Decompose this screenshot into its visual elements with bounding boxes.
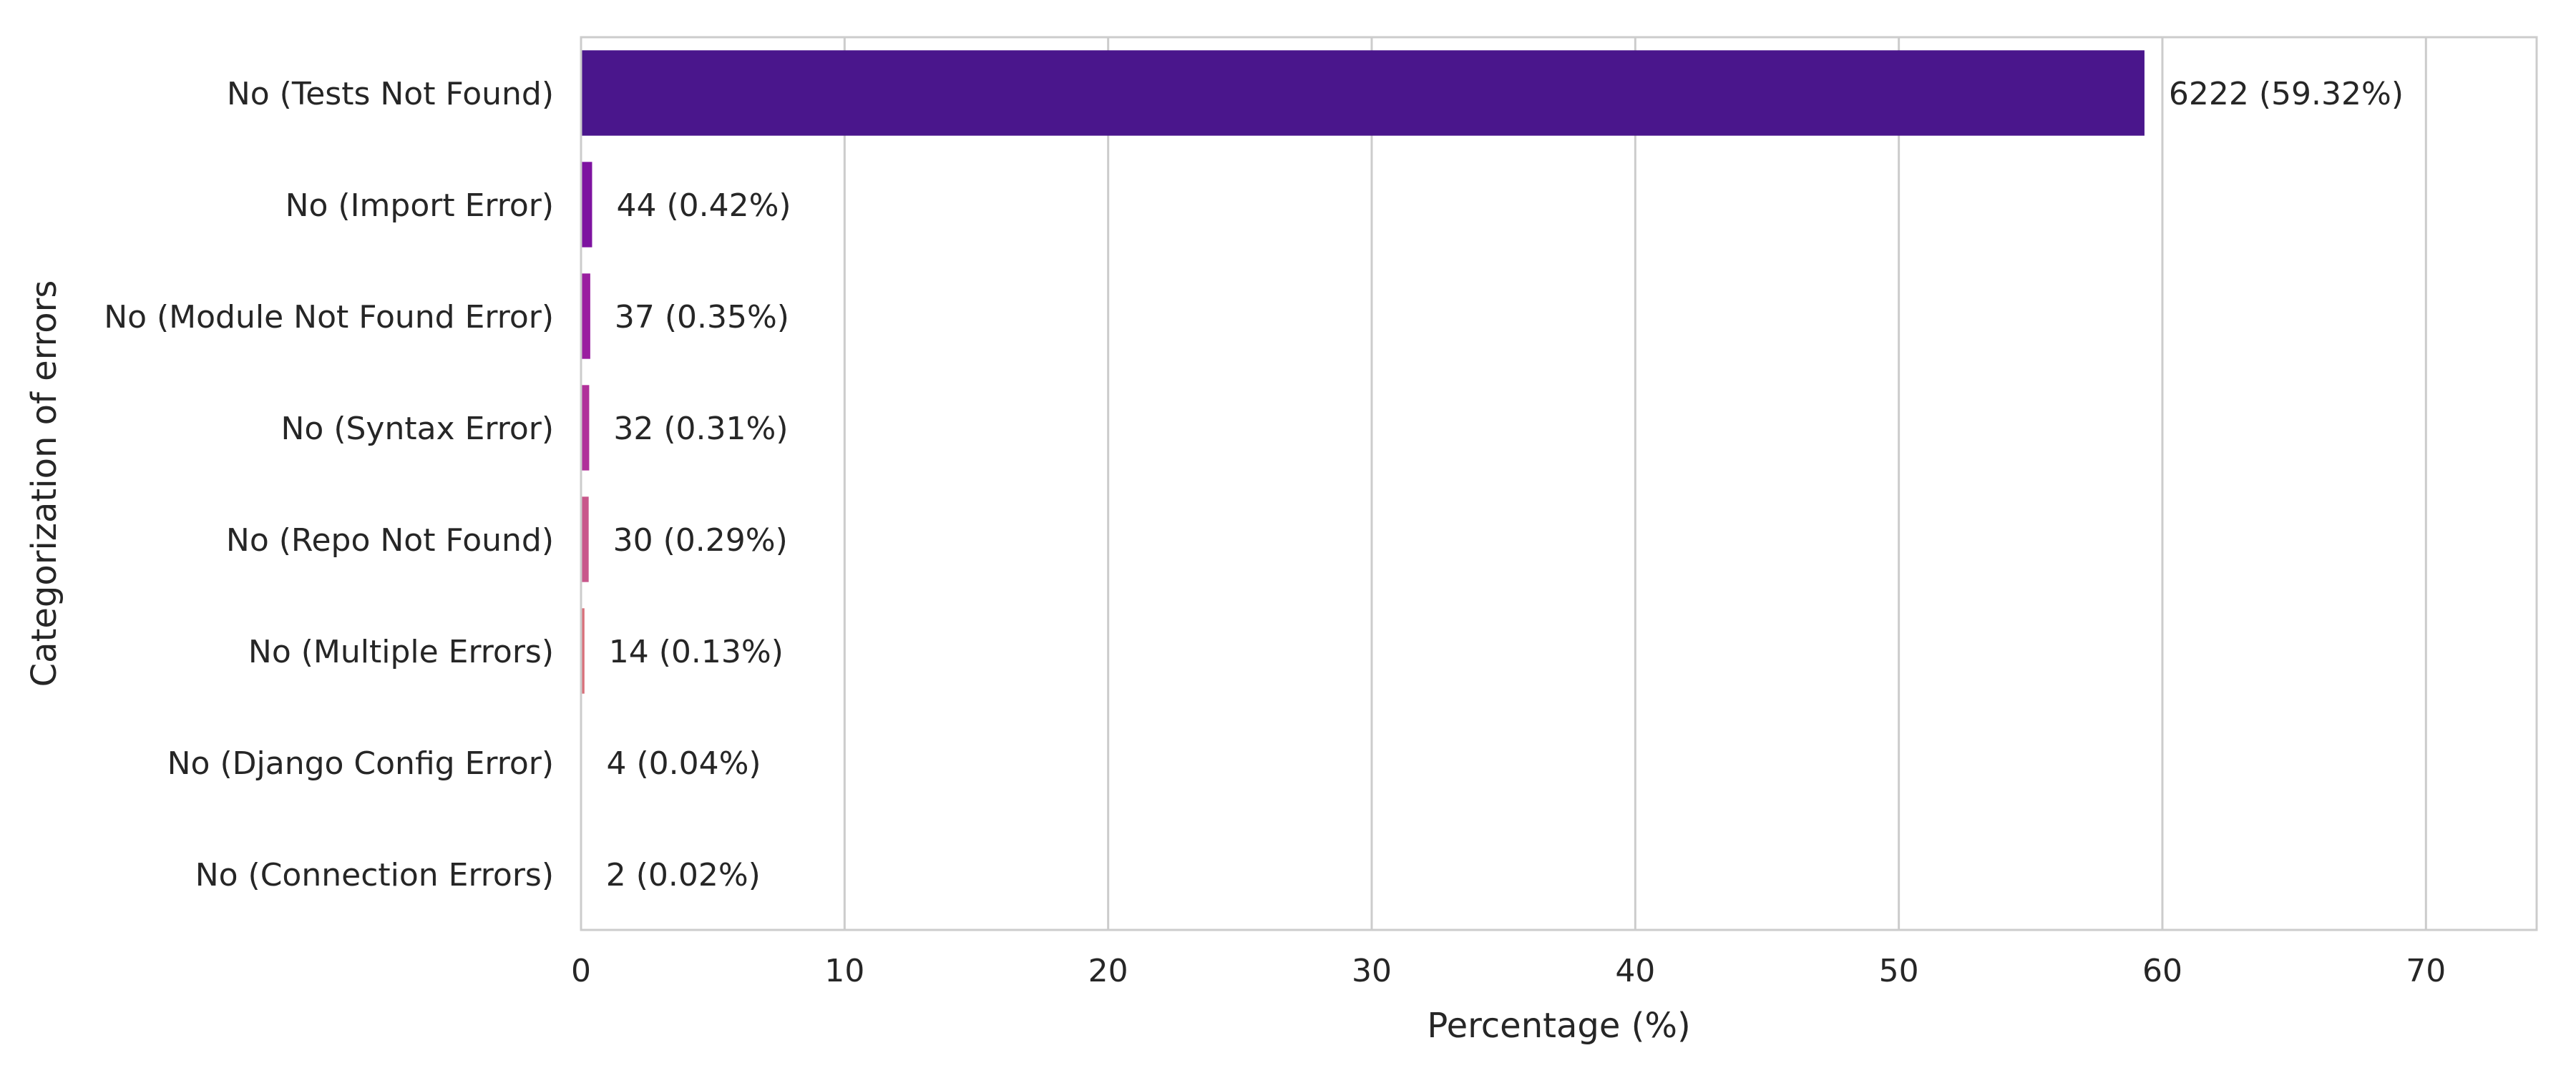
bar-5 [581, 608, 585, 694]
bar-value-label: 14 (0.13%) [609, 634, 784, 670]
bar-2 [581, 273, 590, 359]
bars [581, 50, 2145, 917]
x-tick-label: 10 [824, 953, 864, 989]
category-label: No (Tests Not Found) [227, 76, 554, 112]
category-label: No (Django Config Error) [167, 745, 554, 782]
x-tick-label: 50 [1879, 953, 1919, 989]
bar-value-label: 2 (0.02%) [606, 857, 761, 893]
category-label: No (Module Not Found Error) [104, 299, 554, 335]
x-tick-label: 20 [1088, 953, 1128, 989]
x-tick-label: 70 [2406, 953, 2446, 989]
bar-value-label: 30 (0.29%) [613, 522, 788, 559]
bar-value-label: 32 (0.31%) [613, 411, 788, 447]
bar-1 [581, 162, 592, 248]
y-axis-title: Categorization of errors [24, 280, 64, 687]
grid-lines [580, 37, 2427, 930]
bar-value-label: 37 (0.35%) [615, 299, 789, 335]
category-label: No (Import Error) [286, 187, 554, 224]
category-label: No (Repo Not Found) [226, 522, 554, 559]
bar-value-labels: 6222 (59.32%) 44 (0.42%) 37 (0.35%) 32 (0.3… [606, 76, 2404, 893]
bar-value-label: 44 (0.42%) [616, 187, 791, 224]
category-label: No (Multiple Errors) [248, 634, 554, 670]
plot-frame [580, 36, 2538, 931]
x-tick-label: 30 [1352, 953, 1392, 989]
x-tick-label: 60 [2142, 953, 2182, 989]
x-tick-labels: 0 10 20 30 40 50 60 70 [571, 953, 2446, 989]
category-label: No (Connection Errors) [195, 857, 554, 893]
x-tick-label: 40 [1615, 953, 1655, 989]
bar-0 [581, 50, 2145, 136]
category-label: No (Syntax Error) [281, 411, 555, 447]
bar-value-label: 4 (0.04%) [606, 745, 761, 782]
x-axis-title: Percentage (%) [1427, 1006, 1690, 1046]
bar-4 [581, 496, 589, 582]
bar-3 [581, 385, 590, 471]
x-tick-label: 0 [571, 953, 591, 989]
bar-value-label: 6222 (59.32%) [2169, 76, 2404, 112]
category-labels: No (Tests Not Found) No (Import Error) No … [104, 76, 554, 893]
